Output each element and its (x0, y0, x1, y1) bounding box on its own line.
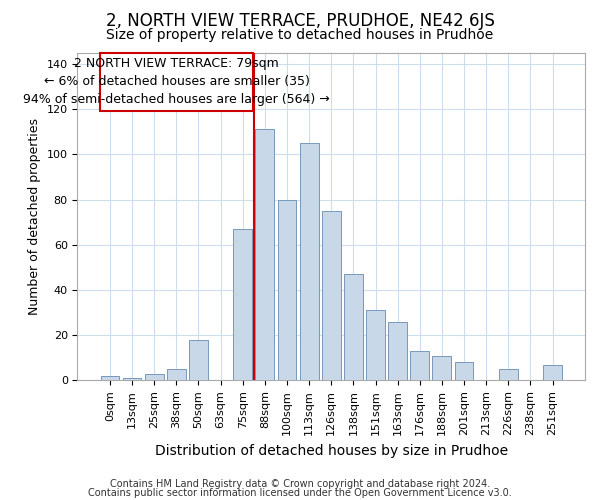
Bar (455, 362, 473, 380)
Text: Contains public sector information licensed under the Open Government Licence v3: Contains public sector information licen… (88, 488, 512, 498)
Bar (101, 376, 119, 380)
Y-axis label: Number of detached properties: Number of detached properties (28, 118, 41, 315)
Bar (122, 378, 142, 380)
Text: 2 NORTH VIEW TERRACE: 79sqm
← 6% of detached houses are smaller (35)
94% of semi: 2 NORTH VIEW TERRACE: 79sqm ← 6% of deta… (23, 58, 330, 106)
Bar (300, 143, 319, 380)
Text: 2, NORTH VIEW TERRACE, PRUDHOE, NE42 6JS: 2, NORTH VIEW TERRACE, PRUDHOE, NE42 6JS (106, 12, 494, 30)
Text: Size of property relative to detached houses in Prudhoe: Size of property relative to detached ho… (106, 28, 494, 42)
Bar (499, 369, 518, 380)
Bar (322, 211, 341, 380)
Bar (433, 356, 451, 380)
Bar (543, 364, 562, 380)
FancyBboxPatch shape (100, 52, 253, 112)
Bar (388, 322, 407, 380)
Bar (233, 229, 252, 380)
Bar (344, 274, 363, 380)
Bar (189, 340, 208, 380)
Bar (145, 374, 164, 380)
Bar (278, 200, 296, 380)
Bar (167, 369, 186, 380)
Bar (410, 351, 429, 380)
Bar (256, 130, 274, 380)
X-axis label: Distribution of detached houses by size in Prudhoe: Distribution of detached houses by size … (155, 444, 508, 458)
Text: Contains HM Land Registry data © Crown copyright and database right 2024.: Contains HM Land Registry data © Crown c… (110, 479, 490, 489)
Bar (366, 310, 385, 380)
